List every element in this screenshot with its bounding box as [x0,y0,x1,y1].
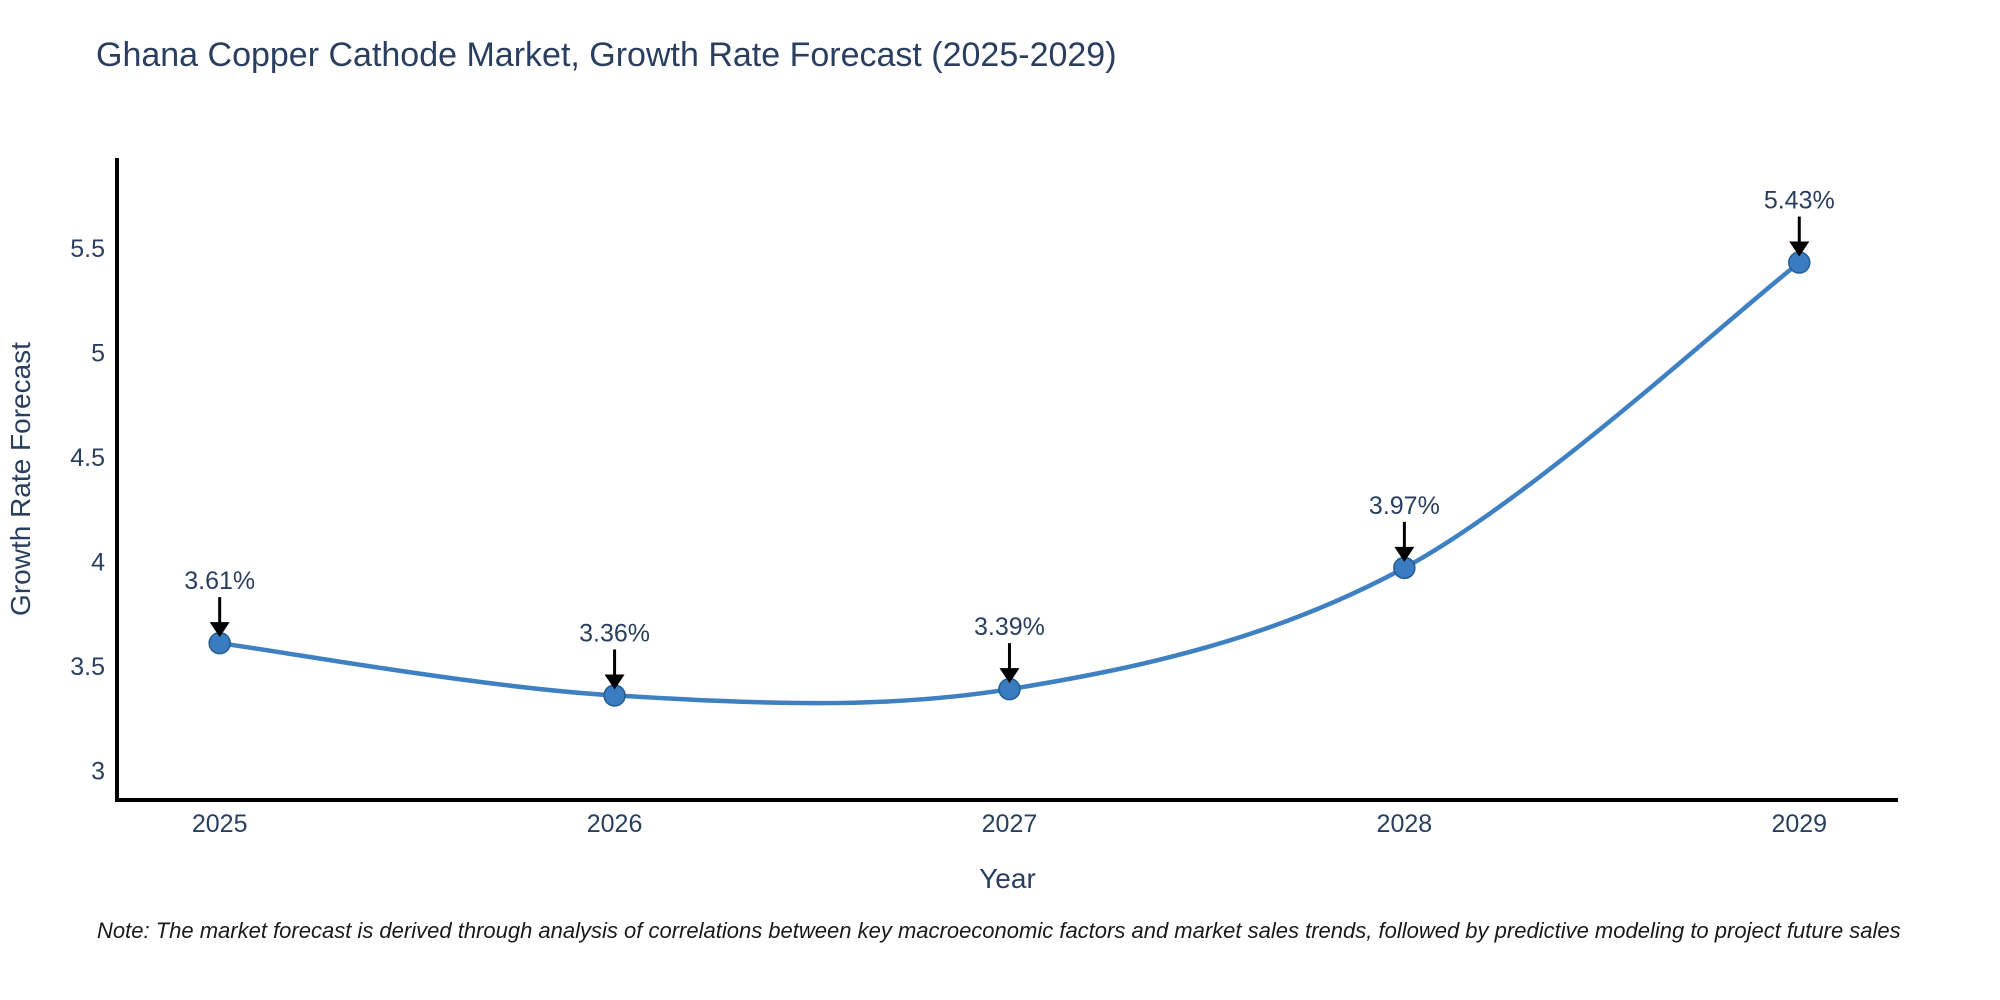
x-tick-label: 2029 [1771,810,1827,838]
x-tick-label: 2027 [982,810,1038,838]
point-annotation: 3.97% [1369,492,1440,520]
chart-title: Ghana Copper Cathode Market, Growth Rate… [96,36,1117,74]
y-tick-label: 3.5 [70,653,105,681]
y-axis-title: Growth Rate Forecast [5,342,36,616]
y-tick-label: 5 [91,339,105,367]
point-annotation: 3.61% [184,567,255,595]
point-annotation: 3.36% [579,619,650,647]
annotation-arrowhead [999,668,1020,684]
annotation-arrowhead [604,674,625,690]
y-tick-label: 4.5 [70,444,105,472]
annotation-arrowhead [1394,546,1415,562]
x-tick-label: 2028 [1377,810,1433,838]
series-line [217,260,1802,706]
chart-footnote: Note: The market forecast is derived thr… [97,918,1901,943]
point-annotation: 3.39% [974,613,1045,641]
y-tick-label: 5.5 [70,235,105,263]
x-tick-label: 2025 [192,810,248,838]
annotation-arrowhead [1789,241,1810,257]
point-annotation: 5.43% [1764,187,1835,215]
y-tick-label: 4 [91,549,105,577]
annotation-arrowhead [209,622,230,638]
x-axis-title: Year [979,863,1036,894]
x-tick-label: 2026 [587,810,643,838]
y-tick-label: 3 [91,758,105,786]
